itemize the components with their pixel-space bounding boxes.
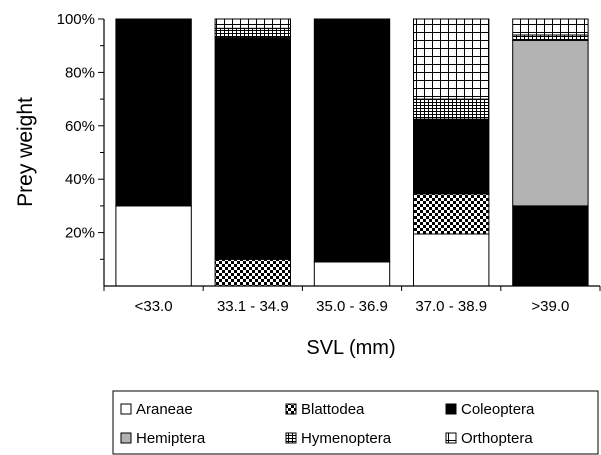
y-tick-label: 20% xyxy=(65,225,95,242)
x-ticks-group: <33.0 33.1 - 34.9 35.0 - 36.9 37.0 - 38.9 >3… xyxy=(103,286,601,315)
bar-segment-hymenoptera-4 xyxy=(413,98,490,120)
bar-segment-coleoptera-3 xyxy=(313,18,391,263)
y-tick-label: 80% xyxy=(65,64,95,81)
bar-segment-hemiptera-5 xyxy=(512,39,589,207)
bar-segment-blattodea-2 xyxy=(214,258,292,287)
x-tick-label: <33.0 xyxy=(135,298,173,315)
x-tick-label: 37.0 - 38.9 xyxy=(415,298,487,315)
bar-segment-araneae-3 xyxy=(313,261,391,287)
legend-frame xyxy=(112,390,599,455)
legend-label-hymenoptera: Hymenoptera xyxy=(301,430,392,447)
y-tick-label: 100% xyxy=(57,11,95,28)
bar-segment-coleoptera-1 xyxy=(115,18,192,207)
bars-group xyxy=(115,18,589,287)
legend-label-coleoptera: Coleoptera xyxy=(461,401,535,418)
legend-swatch-blattodea xyxy=(285,403,297,415)
bar-segment-coleoptera-5 xyxy=(512,205,589,287)
legend-swatch-orthoptera xyxy=(445,432,457,444)
bar-segment-coleoptera-4 xyxy=(413,118,490,195)
y-ticks-group: 20% 40% 60% 80% 100% xyxy=(57,11,104,260)
legend-label-araneae: Araneae xyxy=(136,401,193,418)
legend-swatch-araneae xyxy=(120,403,132,415)
bar-segment-araneae-4 xyxy=(413,233,490,287)
bar-segment-araneae-1 xyxy=(115,205,192,287)
y-axis-label: Prey weight xyxy=(14,97,37,207)
legend-label-blattodea: Blattodea xyxy=(301,401,365,418)
bar-segment-orthoptera-4 xyxy=(413,18,490,100)
legend-swatch-coleoptera xyxy=(445,403,457,415)
bar-segment-coleoptera-2 xyxy=(214,37,292,260)
x-tick-label: 35.0 - 36.9 xyxy=(316,298,388,315)
x-tick-label: 33.1 - 34.9 xyxy=(217,298,289,315)
bar-segment-orthoptera-5 xyxy=(512,18,589,36)
x-tick-label: >39.0 xyxy=(531,298,569,315)
x-axis-label: SVL (mm) xyxy=(306,337,395,359)
legend: Araneae Blattodea Coleoptera Hemiptera Hymen… xyxy=(112,390,599,455)
bar-segment-hymenoptera-5 xyxy=(512,34,589,41)
y-tick-label: 40% xyxy=(65,171,95,188)
bar-segment-blattodea-4 xyxy=(413,193,490,235)
y-tick-label: 60% xyxy=(65,118,95,135)
bar-segment-orthoptera-2 xyxy=(214,18,292,29)
bar-segment-hymenoptera-2 xyxy=(214,27,292,39)
legend-swatch-hemiptera xyxy=(120,432,132,444)
legend-swatch-hymenoptera xyxy=(285,432,297,444)
legend-label-orthoptera: Orthoptera xyxy=(461,430,533,447)
legend-label-hemiptera: Hemiptera xyxy=(136,430,206,447)
